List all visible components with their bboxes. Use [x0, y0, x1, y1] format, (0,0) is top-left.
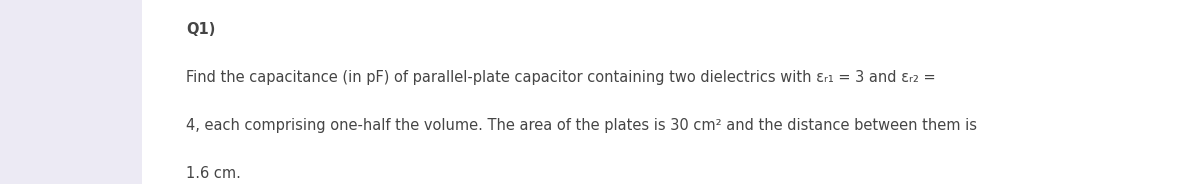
Text: Find the capacitance (in pF) of parallel-plate capacitor containing two dielectr: Find the capacitance (in pF) of parallel… — [186, 70, 936, 85]
Text: Q1): Q1) — [186, 22, 215, 37]
FancyBboxPatch shape — [0, 0, 142, 184]
Text: 1.6 cm.: 1.6 cm. — [186, 166, 241, 181]
Text: 4, each comprising one-half the volume. The area of the plates is 30 cm² and the: 4, each comprising one-half the volume. … — [186, 118, 977, 133]
